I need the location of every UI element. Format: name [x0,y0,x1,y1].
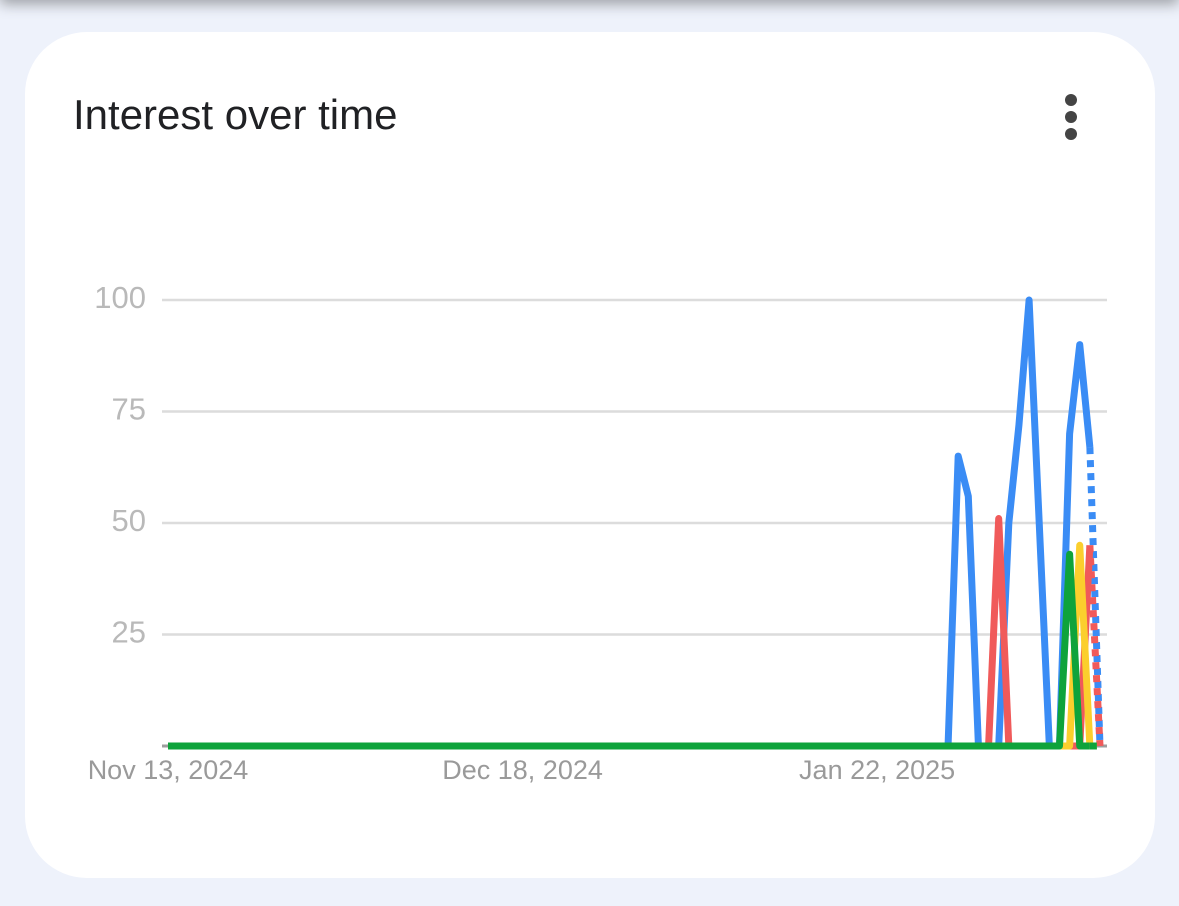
menu-dot [1065,94,1077,106]
menu-dot [1065,128,1077,140]
menu-dot [1065,111,1077,123]
series-line [168,550,1090,750]
chart-title: Interest over time [73,91,397,138]
partial-segment [1086,447,1104,747]
y-tick-label: 100 [94,280,146,315]
x-tick-label: Nov 13, 2024 [88,755,249,785]
card [25,32,1155,878]
y-tick-label: 75 [112,392,146,427]
x-tick-label: Jan 22, 2025 [799,755,955,785]
x-tick-label: Dec 18, 2024 [442,755,603,785]
y-tick-label: 25 [112,615,146,650]
more-menu[interactable] [1065,94,1077,140]
y-tick-label: 50 [112,503,146,538]
